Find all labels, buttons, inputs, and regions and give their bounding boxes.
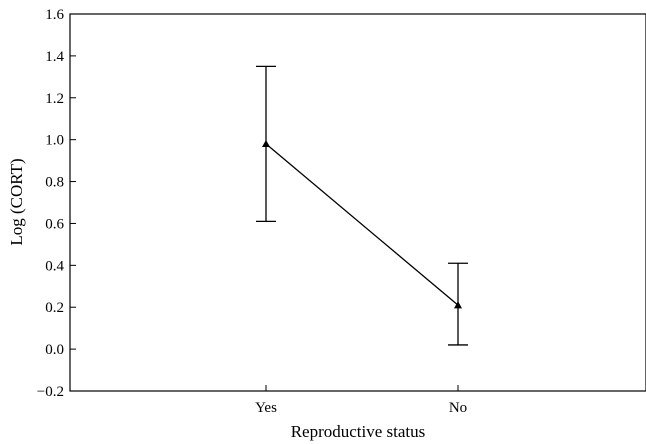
plot-frame bbox=[69, 13, 646, 392]
y-tick-label: 1.6 bbox=[45, 7, 64, 23]
data-point bbox=[454, 301, 462, 309]
x-tick-label: No bbox=[449, 400, 467, 416]
x-axis-ticks: Yes No bbox=[255, 385, 467, 416]
y-tick-label: 0.4 bbox=[45, 258, 64, 274]
y-axis-ticks: −0.2 0.0 0.2 0.4 0.6 0.8 1.0 1.2 1.4 1.6 bbox=[37, 7, 76, 400]
y-tick-label: 0.2 bbox=[45, 300, 64, 316]
y-axis-title: Log (CORT) bbox=[7, 158, 26, 245]
data-series bbox=[256, 65, 468, 346]
series-line bbox=[265, 143, 459, 306]
y-tick-label: 1.4 bbox=[45, 49, 64, 65]
y-tick-label: 0.8 bbox=[45, 175, 64, 191]
data-point bbox=[262, 139, 270, 148]
y-tick-label: 1.0 bbox=[45, 133, 64, 149]
y-tick-label: 0.0 bbox=[45, 342, 64, 358]
y-tick-label: 1.2 bbox=[45, 91, 64, 107]
y-tick-label: −0.2 bbox=[37, 384, 64, 400]
x-tick-label: Yes bbox=[255, 400, 277, 416]
y-tick-label: 0.6 bbox=[45, 216, 64, 232]
x-axis-title: Reproductive status bbox=[291, 422, 426, 441]
